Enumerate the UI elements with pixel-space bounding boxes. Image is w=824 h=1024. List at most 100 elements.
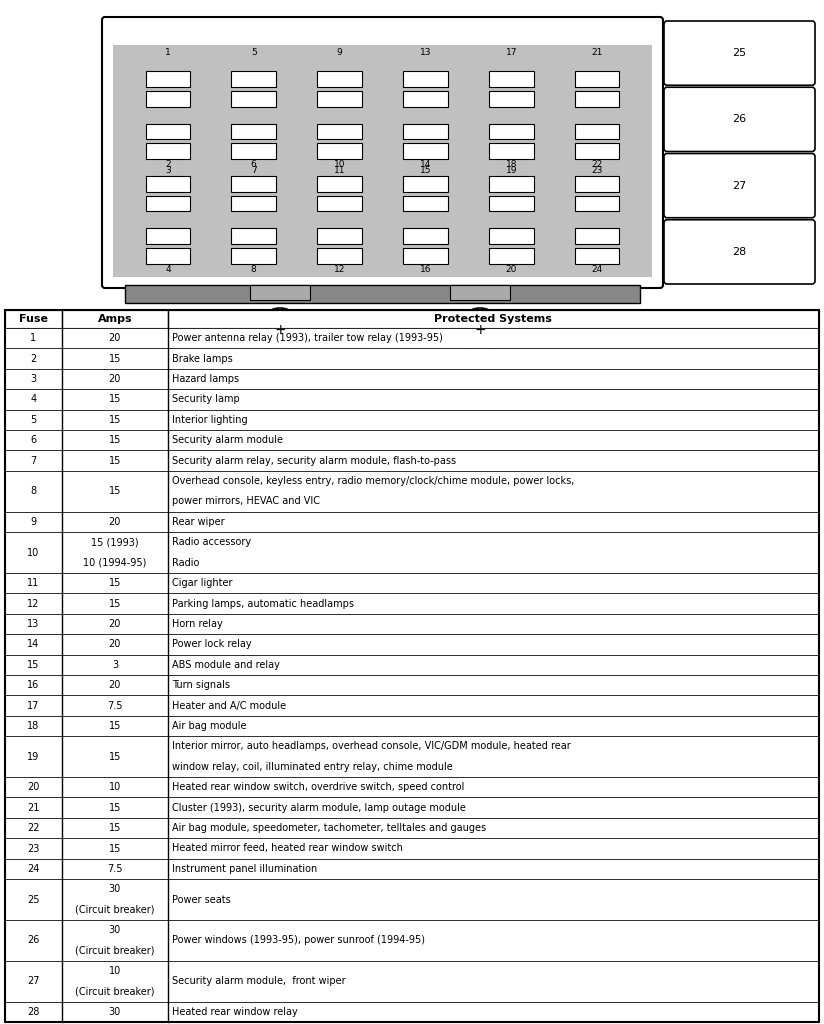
Bar	[232, 72, 276, 87]
Bar	[168, 880, 819, 920]
Text: Parking lamps, automatic headlamps: Parking lamps, automatic headlamps	[171, 599, 353, 608]
Bar	[250, 285, 310, 300]
Bar	[5, 654, 62, 675]
Bar	[575, 91, 620, 106]
Bar	[5, 695, 62, 716]
Text: 30: 30	[109, 1007, 121, 1017]
Text: 20: 20	[109, 639, 121, 649]
Bar	[62, 410, 168, 430]
Text: 9: 9	[337, 48, 343, 57]
Text: Security alarm module,  front wiper: Security alarm module, front wiper	[171, 976, 345, 986]
Bar	[62, 451, 168, 471]
Bar	[575, 176, 620, 191]
Circle shape	[258, 308, 302, 352]
Bar	[317, 248, 362, 263]
FancyBboxPatch shape	[664, 154, 815, 218]
Text: 23: 23	[592, 166, 603, 175]
Bar	[62, 613, 168, 634]
Bar	[168, 410, 819, 430]
Bar	[62, 920, 168, 961]
Bar	[62, 310, 168, 328]
Bar	[5, 839, 62, 859]
Text: Horn relay: Horn relay	[171, 618, 222, 629]
Text: 15: 15	[109, 752, 121, 762]
Bar	[146, 143, 190, 159]
Bar	[232, 143, 276, 159]
Bar	[113, 45, 652, 278]
Text: 24: 24	[592, 265, 602, 274]
Bar	[575, 228, 620, 244]
Bar	[168, 328, 819, 348]
Bar	[5, 512, 62, 532]
Bar	[450, 285, 510, 300]
Bar	[146, 196, 190, 211]
Bar	[489, 91, 534, 106]
Bar	[168, 471, 819, 512]
Bar	[5, 716, 62, 736]
Text: 17: 17	[27, 700, 40, 711]
Text: Heater and A/C module: Heater and A/C module	[171, 700, 286, 711]
Text: 10: 10	[109, 966, 121, 976]
Text: +: +	[274, 323, 286, 337]
Bar	[168, 961, 819, 1001]
Text: 18: 18	[505, 160, 517, 169]
Text: 24: 24	[27, 864, 40, 873]
Bar	[62, 880, 168, 920]
Text: 15: 15	[109, 803, 121, 813]
FancyBboxPatch shape	[664, 87, 815, 152]
Bar	[317, 143, 362, 159]
Bar	[62, 695, 168, 716]
Bar	[146, 91, 190, 106]
Bar	[5, 310, 819, 1022]
Text: 11: 11	[27, 579, 40, 588]
Bar	[168, 1001, 819, 1022]
Bar	[62, 736, 168, 777]
Text: 25: 25	[27, 895, 40, 904]
Text: 14: 14	[419, 160, 431, 169]
Bar	[168, 654, 819, 675]
Bar	[232, 91, 276, 106]
Bar	[168, 512, 819, 532]
Text: 15: 15	[109, 435, 121, 445]
Text: 15: 15	[109, 486, 121, 497]
Bar	[62, 798, 168, 818]
Text: 20: 20	[109, 374, 121, 384]
Text: 15: 15	[109, 721, 121, 731]
Text: Interior lighting: Interior lighting	[171, 415, 247, 425]
Bar	[403, 124, 447, 139]
Text: 15: 15	[109, 353, 121, 364]
Bar	[5, 389, 62, 410]
Bar	[146, 72, 190, 87]
Text: Power lock relay: Power lock relay	[171, 639, 251, 649]
Bar	[168, 430, 819, 451]
Bar	[168, 839, 819, 859]
Text: 19: 19	[27, 752, 40, 762]
Text: 7: 7	[250, 166, 256, 175]
Bar	[168, 716, 819, 736]
Bar	[575, 248, 620, 263]
Text: 28: 28	[733, 247, 747, 257]
Text: Overhead console, keyless entry, radio memory/clock/chime module, power locks,: Overhead console, keyless entry, radio m…	[171, 476, 574, 486]
Text: ABS module and relay: ABS module and relay	[171, 659, 279, 670]
Bar	[62, 634, 168, 654]
Text: Radio: Radio	[171, 558, 199, 567]
Bar	[489, 143, 534, 159]
Circle shape	[458, 308, 502, 352]
Bar	[489, 228, 534, 244]
Circle shape	[266, 316, 294, 344]
Text: 21: 21	[592, 48, 603, 57]
Text: 16: 16	[27, 680, 40, 690]
Text: 12: 12	[27, 599, 40, 608]
Bar	[317, 176, 362, 191]
Text: Brake lamps: Brake lamps	[171, 353, 232, 364]
Bar	[168, 389, 819, 410]
Bar	[62, 348, 168, 369]
Text: 5: 5	[30, 415, 36, 425]
Text: 10: 10	[109, 782, 121, 793]
Text: (Circuit breaker): (Circuit breaker)	[75, 986, 155, 996]
Text: 23: 23	[27, 844, 40, 853]
Bar	[232, 248, 276, 263]
Bar	[5, 410, 62, 430]
Text: 30: 30	[109, 925, 121, 935]
Bar	[168, 348, 819, 369]
